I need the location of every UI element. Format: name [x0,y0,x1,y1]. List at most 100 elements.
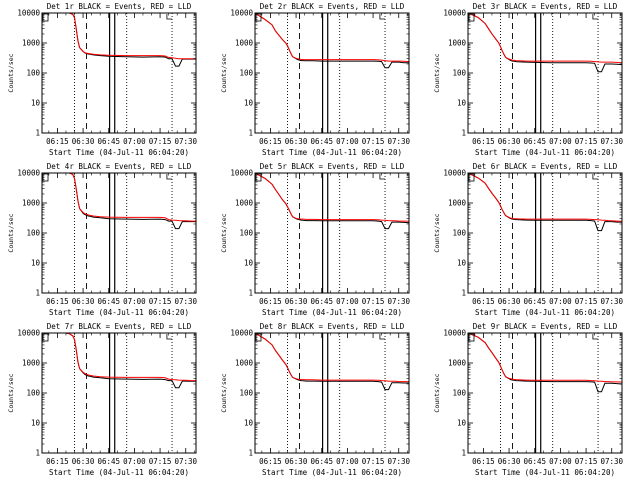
y-tick-label: 1000 [235,199,254,208]
y-tick-label: 1000 [22,359,41,368]
x-axis-label: Start Time (04-Jul-11 06:04:20) [475,308,615,317]
y-tick-label: 10000 [17,9,40,18]
corner-marker-right [379,174,385,180]
x-axis-label: Start Time (04-Jul-11 06:04:20) [475,148,615,157]
x-tick-label: 06:30 [72,137,95,146]
x-tick-label: 06:45 [97,297,120,306]
y-tick-label: 1000 [448,39,467,48]
corner-marker-right [166,174,172,180]
detector-plot-3: Det 3r BLACK = Events, RED = LLD Counts/s… [433,2,624,157]
x-tick-label: 07:00 [549,137,572,146]
y-tick-label: 10000 [17,329,40,338]
x-tick-label: 06:15 [46,457,69,466]
plot-area [468,173,622,293]
lld-series-line [255,13,409,63]
corner-marker-right [592,174,598,180]
y-tick-label: 100 [239,389,253,398]
y-tick-label: 1000 [22,199,41,208]
x-tick-label: 07:00 [336,297,359,306]
x-tick-label: 07:00 [336,457,359,466]
y-tick-label: 100 [452,389,466,398]
y-tick-label: 1000 [235,39,254,48]
x-tick-label: 06:45 [310,297,333,306]
y-tick-label: 100 [26,389,40,398]
x-tick-label: 07:00 [549,297,572,306]
events-series-line [42,13,196,67]
y-tick-label: 1 [248,289,253,298]
lld-series-line [42,173,196,222]
plot-frame [41,12,197,134]
detector-plot-2: Det 2r BLACK = Events, RED = LLD Counts/s… [220,2,411,157]
x-tick-label: 07:15 [362,137,385,146]
x-tick-label: 07:30 [387,137,410,146]
x-tick-label: 06:15 [46,297,69,306]
x-tick-label: 07:00 [336,137,359,146]
x-tick-label: 06:45 [523,297,546,306]
events-series-line [468,13,622,73]
x-tick-label: 07:00 [123,297,146,306]
y-tick-label: 10000 [230,329,253,338]
x-tick-label: 07:30 [174,457,197,466]
y-tick-label: 10000 [17,169,40,178]
x-tick-label: 06:45 [523,457,546,466]
x-tick-label: 07:15 [149,457,172,466]
corner-marker-right [166,334,172,340]
x-tick-label: 07:30 [387,297,410,306]
x-tick-label: 06:30 [498,297,521,306]
y-tick-label: 1 [248,129,253,138]
plot-title: Det 5r BLACK = Events, RED = LLD [260,162,405,171]
lld-series-line [468,13,622,64]
plot-title: Det 8r BLACK = Events, RED = LLD [260,322,405,331]
detector-plot-6: Det 6r BLACK = Events, RED = LLD Counts/s… [433,162,624,317]
events-series-line [468,333,622,393]
x-tick-label: 06:30 [285,297,308,306]
x-tick-label: 06:45 [97,137,120,146]
y-tick-label: 10000 [443,9,466,18]
lld-series-line [468,173,622,222]
corner-marker-right [592,14,598,20]
x-tick-label: 06:30 [72,457,95,466]
plot-area [42,13,196,133]
plot-frame [467,172,623,294]
y-tick-label: 1 [461,129,466,138]
y-tick-label: 10 [244,99,254,108]
detector-plot-7: Det 7r BLACK = Events, RED = LLD Counts/s… [7,322,198,477]
detector-plot-8: Det 8r BLACK = Events, RED = LLD Counts/s… [220,322,411,477]
lld-series-line [42,333,196,382]
y-axis-label: Counts/sec [433,373,441,412]
x-axis-label: Start Time (04-Jul-11 06:04:20) [49,468,189,477]
plot-frame [41,172,197,294]
x-tick-label: 06:45 [523,137,546,146]
y-tick-label: 10 [244,419,254,428]
x-tick-label: 07:30 [600,297,623,306]
plot-frame [254,172,410,294]
plot-area [468,333,622,453]
x-tick-label: 07:15 [149,297,172,306]
y-axis-label: Counts/sec [433,213,441,252]
y-tick-label: 10 [31,99,41,108]
y-tick-label: 100 [26,229,40,238]
plot-title: Det 9r BLACK = Events, RED = LLD [473,322,618,331]
x-tick-label: 07:00 [123,137,146,146]
x-tick-label: 07:15 [362,457,385,466]
x-tick-label: 07:30 [600,137,623,146]
x-tick-label: 07:00 [123,457,146,466]
x-tick-label: 06:45 [310,457,333,466]
plot-title: Det 4r BLACK = Events, RED = LLD [47,162,192,171]
x-tick-label: 06:15 [259,457,282,466]
x-tick-label: 07:00 [549,457,572,466]
y-tick-label: 10 [457,259,467,268]
plot-area [255,333,409,453]
y-tick-label: 100 [26,69,40,78]
x-tick-label: 06:30 [285,137,308,146]
detector-plot-1: Det 1r BLACK = Events, RED = LLD Counts/s… [7,2,198,157]
x-tick-label: 06:30 [498,137,521,146]
y-tick-label: 100 [452,69,466,78]
y-tick-label: 1 [461,289,466,298]
y-tick-label: 10 [457,419,467,428]
plot-area [42,333,196,453]
lld-series-line [42,13,196,60]
y-tick-label: 100 [452,229,466,238]
x-axis-label: Start Time (04-Jul-11 06:04:20) [49,308,189,317]
